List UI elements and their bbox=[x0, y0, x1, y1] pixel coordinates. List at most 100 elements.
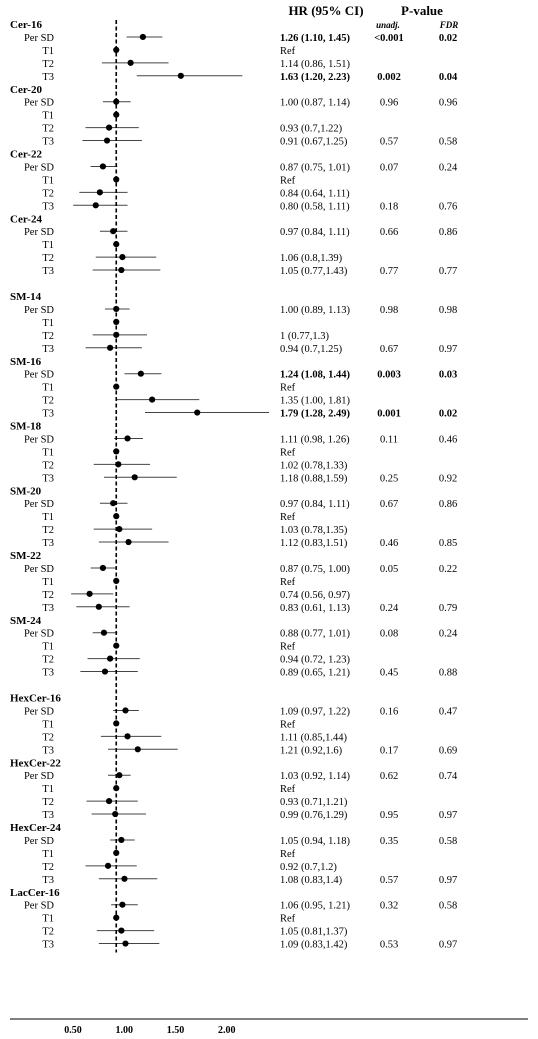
p-fdr: 0.58 bbox=[439, 901, 457, 912]
hr-ci-text: 1.63 (1.20, 2.23) bbox=[280, 72, 350, 83]
point-estimate bbox=[125, 538, 132, 546]
row-label: T3 bbox=[42, 940, 54, 951]
row-label: T3 bbox=[42, 810, 54, 821]
hr-ci-text: 0.94 (0.7,1.25) bbox=[280, 344, 343, 355]
p-fdr: 0.92 bbox=[439, 473, 457, 484]
hr-ci-text: 1.05 (0.77,1.43) bbox=[280, 266, 348, 277]
p-fdr: 0.96 bbox=[439, 98, 457, 109]
group-label: SM-14 bbox=[10, 291, 42, 303]
point-estimate bbox=[149, 396, 156, 403]
p-fdr: 0.47 bbox=[439, 706, 457, 717]
p-fdr: 0.97 bbox=[439, 875, 457, 886]
p-fdr: 0.58 bbox=[439, 836, 457, 847]
row-label: Per SD bbox=[24, 629, 54, 640]
group-label: Cer-22 bbox=[10, 149, 42, 161]
row-label: Per SD bbox=[24, 33, 54, 44]
p-unadjusted: 0.32 bbox=[380, 901, 398, 912]
hr-ci-text: 0.91 (0.67,1.25) bbox=[280, 137, 348, 148]
group-label: SM-16 bbox=[10, 356, 42, 368]
point-estimate bbox=[101, 668, 109, 675]
p-fdr: 0.03 bbox=[439, 370, 457, 381]
point-estimate bbox=[107, 655, 114, 662]
point-estimate bbox=[121, 875, 128, 882]
hr-ci-text: 1.11 (0.98, 1.26) bbox=[280, 434, 350, 445]
p-fdr: 0.02 bbox=[439, 409, 457, 420]
p-fdr: 0.85 bbox=[439, 538, 457, 549]
hr-ci-text: Ref bbox=[280, 642, 296, 653]
group-label: HexCer-16 bbox=[10, 693, 61, 705]
hr-ci-text: 1.12 (0.83,1.51) bbox=[280, 538, 348, 549]
p-fdr: 0.97 bbox=[439, 344, 457, 355]
p-unadjusted: 0.16 bbox=[380, 706, 398, 717]
row-label: T2 bbox=[42, 862, 54, 873]
hr-ci-text: Ref bbox=[280, 512, 296, 523]
row-label: Per SD bbox=[24, 227, 54, 238]
hr-ci-text: Ref bbox=[280, 849, 296, 860]
x-tick-label: 2.00 bbox=[218, 1025, 236, 1036]
group-label: Cer-24 bbox=[10, 213, 42, 225]
x-tick-label: 1.50 bbox=[167, 1025, 185, 1036]
hr-ci-text: 1.18 (0.88,1.59) bbox=[280, 473, 348, 484]
row-label: T2 bbox=[42, 655, 54, 666]
row-label: Per SD bbox=[24, 499, 54, 510]
row-label: T2 bbox=[42, 797, 54, 808]
p-unadjusted: 0.05 bbox=[380, 564, 398, 575]
p-fdr: 0.97 bbox=[439, 940, 457, 951]
point-estimate bbox=[127, 59, 134, 66]
hr-ci-text: 1.11 (0.85,1.44) bbox=[280, 732, 347, 743]
hr-ci-text: Ref bbox=[280, 447, 296, 458]
row-label: T3 bbox=[42, 201, 54, 212]
point-estimate bbox=[118, 836, 125, 844]
hr-ci-text: 1.00 (0.87, 1.14) bbox=[280, 98, 350, 109]
hr-ci-text: 0.87 (0.75, 1.01) bbox=[280, 162, 350, 173]
p-fdr: 0.04 bbox=[439, 72, 458, 83]
p-unadjusted: 0.35 bbox=[380, 836, 398, 847]
p-unadjusted: <0.001 bbox=[374, 33, 404, 44]
hr-ci-text: 1.26 (1.10, 1.45) bbox=[280, 33, 350, 44]
row-label: T1 bbox=[42, 642, 54, 653]
hr-ci-text: 1 (0.77,1.3) bbox=[280, 331, 329, 342]
point-estimate bbox=[92, 202, 99, 209]
row-label: T3 bbox=[42, 137, 54, 148]
p-unadjusted: 0.95 bbox=[380, 810, 398, 821]
p-unadjusted: 0.45 bbox=[380, 668, 398, 679]
x-tick-label: 0.50 bbox=[64, 1025, 82, 1036]
point-estimate bbox=[194, 409, 201, 416]
row-label: T2 bbox=[42, 590, 54, 601]
row-label: Per SD bbox=[24, 901, 54, 912]
hr-ci-text: 0.83 (0.61, 1.13) bbox=[280, 603, 350, 614]
row-label: T2 bbox=[42, 253, 54, 264]
hr-ci-text: 0.99 (0.76,1.29) bbox=[280, 810, 348, 821]
hr-ci-text: 1.21 (0.92,1.6) bbox=[280, 745, 343, 756]
hr-ci-text: Ref bbox=[280, 784, 296, 795]
point-estimate bbox=[95, 603, 102, 610]
hr-ci-text: 1.24 (1.08, 1.44) bbox=[280, 370, 350, 381]
row-label: T3 bbox=[42, 473, 54, 484]
point-estimate bbox=[119, 254, 126, 261]
row-label: T1 bbox=[42, 111, 54, 122]
point-estimate bbox=[118, 927, 125, 934]
row-label: T2 bbox=[42, 732, 54, 743]
row-label: T1 bbox=[42, 849, 54, 860]
hr-ci-text: 0.84 (0.64, 1.11) bbox=[280, 188, 350, 199]
p-fdr: 0.77 bbox=[439, 266, 457, 277]
p-unadjusted: 0.98 bbox=[380, 305, 398, 316]
row-label: T2 bbox=[42, 124, 54, 135]
point-estimate bbox=[96, 189, 103, 196]
p-fdr: 0.88 bbox=[439, 668, 457, 679]
hr-ci-text: 1.79 (1.28, 2.49) bbox=[280, 409, 350, 420]
p-fdr: 0.97 bbox=[439, 810, 457, 821]
row-label: T3 bbox=[42, 875, 54, 886]
hr-ci-text: 0.89 (0.65, 1.21) bbox=[280, 668, 350, 679]
row-label: T3 bbox=[42, 409, 54, 420]
p-unadjusted: 0.96 bbox=[380, 98, 398, 109]
p-unadjusted: 0.001 bbox=[377, 409, 401, 420]
group-label: SM-18 bbox=[10, 421, 42, 433]
group-label: SM-22 bbox=[10, 550, 42, 562]
p-fdr: 0.86 bbox=[439, 499, 457, 510]
p-unadjusted: 0.57 bbox=[380, 137, 398, 148]
p-unadjusted: 0.17 bbox=[380, 745, 398, 756]
point-estimate bbox=[86, 590, 93, 597]
p-fdr: 0.46 bbox=[439, 434, 457, 445]
point-estimate bbox=[103, 137, 111, 144]
